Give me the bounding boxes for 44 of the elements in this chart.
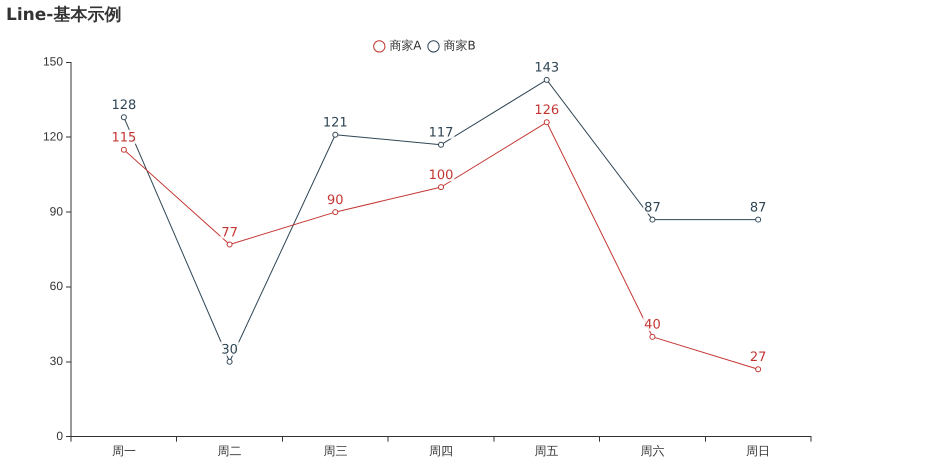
data-label: 90 [327,192,344,208]
data-label: 117 [428,126,454,141]
data-label: 121 [322,116,348,131]
legend-label: 商家A [389,38,422,53]
x-tick-label: 周日 [746,444,770,458]
point [332,132,338,138]
data-label: 87 [750,200,766,216]
point [544,119,550,126]
y-tick-label: 150 [42,54,64,69]
point [438,184,444,190]
y-tick-label: 90 [50,204,64,218]
point [120,114,127,120]
point [544,76,550,83]
point [226,242,233,248]
point [755,366,762,372]
x-tick-label: 周五 [534,444,559,458]
chart-title: Line-基本示例 [6,4,122,26]
data-label: 27 [750,350,766,366]
x-tick-label: 周一 [112,444,136,458]
legend-label: 商家B [443,38,476,53]
point [120,146,127,153]
x-tick-label: 周三 [323,444,348,458]
x-tick-label: 周二 [218,444,242,458]
data-label: 143 [534,60,560,76]
point [649,216,656,223]
data-label: 128 [111,98,136,114]
x-tick-label: 周六 [640,444,664,458]
data-label: 77 [221,225,238,240]
y-tick-label: 120 [42,130,64,144]
data-label: 87 [644,200,661,216]
y-tick-label: 0 [56,428,64,443]
data-label: 100 [428,168,454,184]
y-tick-label: 60 [50,279,64,294]
point [649,334,656,340]
data-label: 115 [111,130,136,146]
point [755,216,762,223]
point [226,358,233,365]
data-label: 30 [221,342,238,358]
data-label: 126 [534,103,560,118]
point [438,142,444,148]
point [332,209,338,216]
data-label: 40 [644,318,661,333]
y-tick-label: 30 [50,354,64,368]
x-tick-label: 周四 [429,444,454,458]
